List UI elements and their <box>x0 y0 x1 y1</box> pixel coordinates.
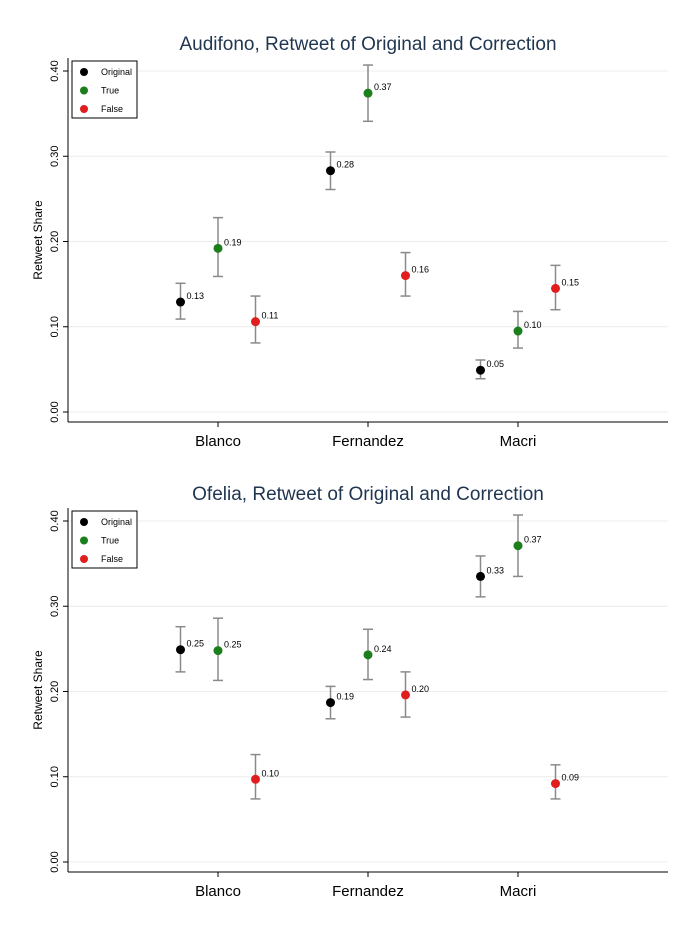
data-label: 0.20 <box>412 684 430 694</box>
x-tick-label: Macri <box>500 433 537 450</box>
y-tick-label: 0.30 <box>49 596 61 617</box>
chart-title: Ofelia, Retweet of Original and Correcti… <box>192 484 544 505</box>
y-axis-label: Retweet Share <box>31 650 45 730</box>
x-tick-label: Fernandez <box>332 883 404 900</box>
legend-label: False <box>101 554 123 564</box>
data-label: 0.25 <box>187 639 205 649</box>
data-label: 0.33 <box>487 565 505 575</box>
legend: Original True False <box>71 510 138 569</box>
legend: Original True False <box>71 60 138 119</box>
legend-label: Original <box>101 517 132 527</box>
x-tick-label: Blanco <box>195 433 241 450</box>
data-point-false <box>401 271 410 281</box>
data-point-true <box>513 541 523 551</box>
y-tick-label: 0.10 <box>49 316 61 337</box>
legend-marker-true <box>80 536 88 545</box>
y-tick-label: 0.20 <box>49 231 61 252</box>
data-point-false <box>551 779 560 789</box>
data-point-original <box>476 365 485 375</box>
data-label: 0.05 <box>487 359 505 369</box>
data-label: 0.09 <box>562 773 580 783</box>
chart-panel-2: Ofelia, Retweet of Original and Correcti… <box>31 484 668 900</box>
data-label: 0.19 <box>337 692 355 702</box>
data-point-original <box>176 645 185 655</box>
data-label: 0.25 <box>224 640 242 650</box>
y-tick-label: 0.10 <box>49 766 61 787</box>
legend-label: Original <box>101 67 132 77</box>
legend-marker-false <box>80 105 88 113</box>
legend-label: False <box>101 104 123 114</box>
x-tick-label: Blanco <box>195 883 241 900</box>
data-label: 0.10 <box>524 320 542 330</box>
y-tick-label: 0.20 <box>49 681 61 702</box>
data-point-true <box>363 88 373 98</box>
data-label: 0.24 <box>374 644 392 654</box>
chart-title: Audifono, Retweet of Original and Correc… <box>179 34 556 55</box>
data-point-false <box>251 774 260 784</box>
y-tick-label: 0.00 <box>49 401 61 422</box>
data-point-true <box>213 646 223 656</box>
data-label: 0.10 <box>262 768 280 778</box>
data-label: 0.11 <box>262 311 279 321</box>
data-label: 0.37 <box>374 82 392 92</box>
legend-label: True <box>101 86 119 96</box>
data-label: 0.15 <box>562 277 580 287</box>
data-point-original <box>176 297 185 307</box>
x-tick-label: Macri <box>500 883 537 900</box>
legend-marker-false <box>80 555 88 563</box>
data-point-false <box>401 690 410 700</box>
legend-marker-original <box>80 518 88 526</box>
data-point-false <box>251 317 260 327</box>
y-tick-label: 0.40 <box>49 510 61 531</box>
data-point-true <box>513 326 523 336</box>
data-point-true <box>363 650 373 660</box>
legend-marker-original <box>80 68 88 76</box>
data-point-original <box>476 571 485 581</box>
legend-label: True <box>101 536 119 546</box>
data-point-original <box>326 698 335 708</box>
data-label: 0.37 <box>524 535 542 545</box>
y-tick-label: 0.00 <box>49 851 61 872</box>
legend-marker-true <box>80 86 88 95</box>
data-label: 0.19 <box>224 237 242 247</box>
data-point-false <box>551 283 560 293</box>
data-point-true <box>213 243 223 253</box>
data-label: 0.28 <box>337 160 355 170</box>
x-tick-label: Fernandez <box>332 433 404 450</box>
y-tick-label: 0.40 <box>49 60 61 81</box>
y-axis-label: Retweet Share <box>31 200 45 280</box>
data-point-original <box>326 166 335 176</box>
y-tick-label: 0.30 <box>49 146 61 167</box>
chart-panel-1: Audifono, Retweet of Original and Correc… <box>31 34 668 450</box>
data-label: 0.16 <box>412 265 430 275</box>
data-label: 0.13 <box>187 291 205 301</box>
